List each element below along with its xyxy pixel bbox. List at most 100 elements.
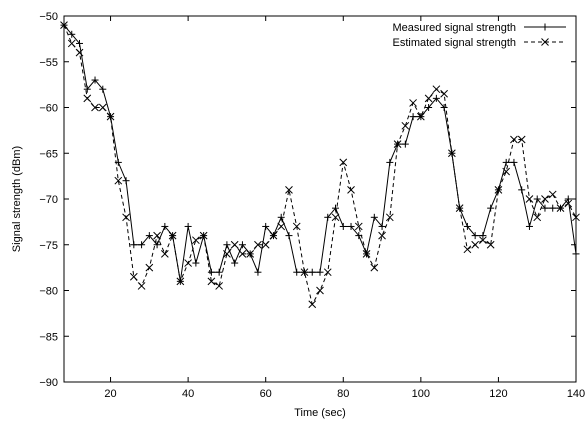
data-point: [564, 195, 572, 203]
data-point: [122, 213, 130, 222]
y-tick-label: −75: [39, 240, 58, 252]
data-point: [83, 94, 92, 103]
plot-frame: [63, 15, 577, 383]
data-point: [293, 268, 301, 276]
axis-ticks: [64, 15, 577, 383]
data-point: [308, 268, 316, 276]
data-point: [277, 222, 286, 231]
data-point: [277, 213, 285, 221]
data-point: [541, 204, 549, 212]
data-point: [262, 222, 270, 230]
data-point: [83, 85, 91, 93]
data-point: [176, 277, 185, 286]
data-point: [145, 232, 153, 240]
data-point: [432, 94, 440, 102]
data-point: [409, 113, 417, 121]
data-point: [432, 85, 441, 94]
data-point: [91, 76, 99, 84]
data-point: [533, 213, 542, 222]
data-point: [98, 103, 107, 112]
x-axis-label: Time (sec): [294, 407, 346, 419]
data-point: [440, 104, 448, 111]
data-point: [285, 232, 293, 240]
x-tick-label: 80: [337, 388, 349, 400]
data-point: [339, 222, 347, 230]
x-tick-label: 60: [260, 388, 272, 400]
data-point: [386, 158, 394, 166]
data-point: [254, 240, 262, 249]
legend-marker: [541, 23, 549, 31]
data-point: [207, 268, 215, 276]
data-point: [331, 213, 340, 222]
data-point: [308, 300, 317, 309]
data-point: [541, 195, 549, 203]
data-point: [564, 199, 573, 208]
data-point: [184, 259, 192, 267]
data-point: [525, 195, 534, 203]
data-point: [416, 112, 425, 121]
data-point: [76, 39, 84, 47]
data-point: [192, 236, 200, 245]
data-point: [238, 241, 246, 249]
y-tick-label: −65: [39, 148, 58, 160]
data-point: [114, 176, 123, 185]
data-point: [347, 222, 355, 230]
data-point: [316, 268, 324, 276]
data-point: [184, 222, 192, 230]
data-point: [339, 158, 348, 167]
legend-swatch-measured: [524, 23, 566, 31]
data-point: [323, 268, 332, 277]
x-tick-label: 100: [412, 388, 430, 400]
data-point: [285, 185, 293, 194]
data-point: [223, 241, 231, 249]
data-point: [199, 231, 208, 240]
y-tick-label: −60: [39, 103, 58, 115]
data-point: [261, 240, 270, 249]
series-measured: [60, 21, 580, 285]
data-point: [463, 245, 472, 254]
data-point: [347, 185, 355, 194]
data-point: [556, 204, 565, 213]
data-point: [518, 186, 526, 194]
legend-swatch-estimated: [524, 38, 566, 46]
legend-label-measured: Measured signal strength: [392, 22, 516, 34]
data-point: [238, 250, 247, 258]
series-estimated: [60, 21, 580, 309]
data-point: [153, 231, 161, 240]
y-tick-label: −70: [39, 194, 58, 206]
data-point: [254, 268, 262, 276]
data-point: [440, 89, 448, 98]
data-point: [494, 185, 503, 194]
data-point: [130, 241, 138, 249]
data-point: [370, 213, 378, 221]
y-axis-label: Signal strength (dBm): [11, 146, 23, 252]
x-tick-label: 40: [182, 388, 194, 400]
data-point: [479, 236, 487, 245]
data-point: [67, 39, 76, 48]
data-point: [517, 135, 526, 144]
data-point: [463, 222, 471, 230]
data-point: [292, 222, 301, 231]
data-point: [75, 48, 84, 57]
legend: Measured signal strength Estimated signa…: [392, 22, 566, 49]
data-point: [300, 268, 309, 277]
data-point: [207, 277, 216, 286]
data-point: [362, 250, 371, 258]
y-tick-label: −50: [39, 11, 58, 23]
series-line: [63, 24, 577, 306]
data-point: [215, 282, 224, 290]
data-point: [486, 240, 495, 249]
x-tick-label: 140: [567, 388, 585, 400]
data-point: [230, 240, 239, 249]
data-point: [401, 140, 409, 148]
data-point: [215, 268, 223, 276]
data-point: [145, 263, 154, 272]
x-tick-label: 20: [104, 388, 116, 400]
data-point: [525, 222, 533, 230]
data-point: [510, 158, 518, 166]
data-point: [122, 177, 130, 185]
data-point: [455, 204, 464, 213]
x-tick-label: 120: [489, 388, 507, 400]
data-point: [385, 213, 394, 222]
